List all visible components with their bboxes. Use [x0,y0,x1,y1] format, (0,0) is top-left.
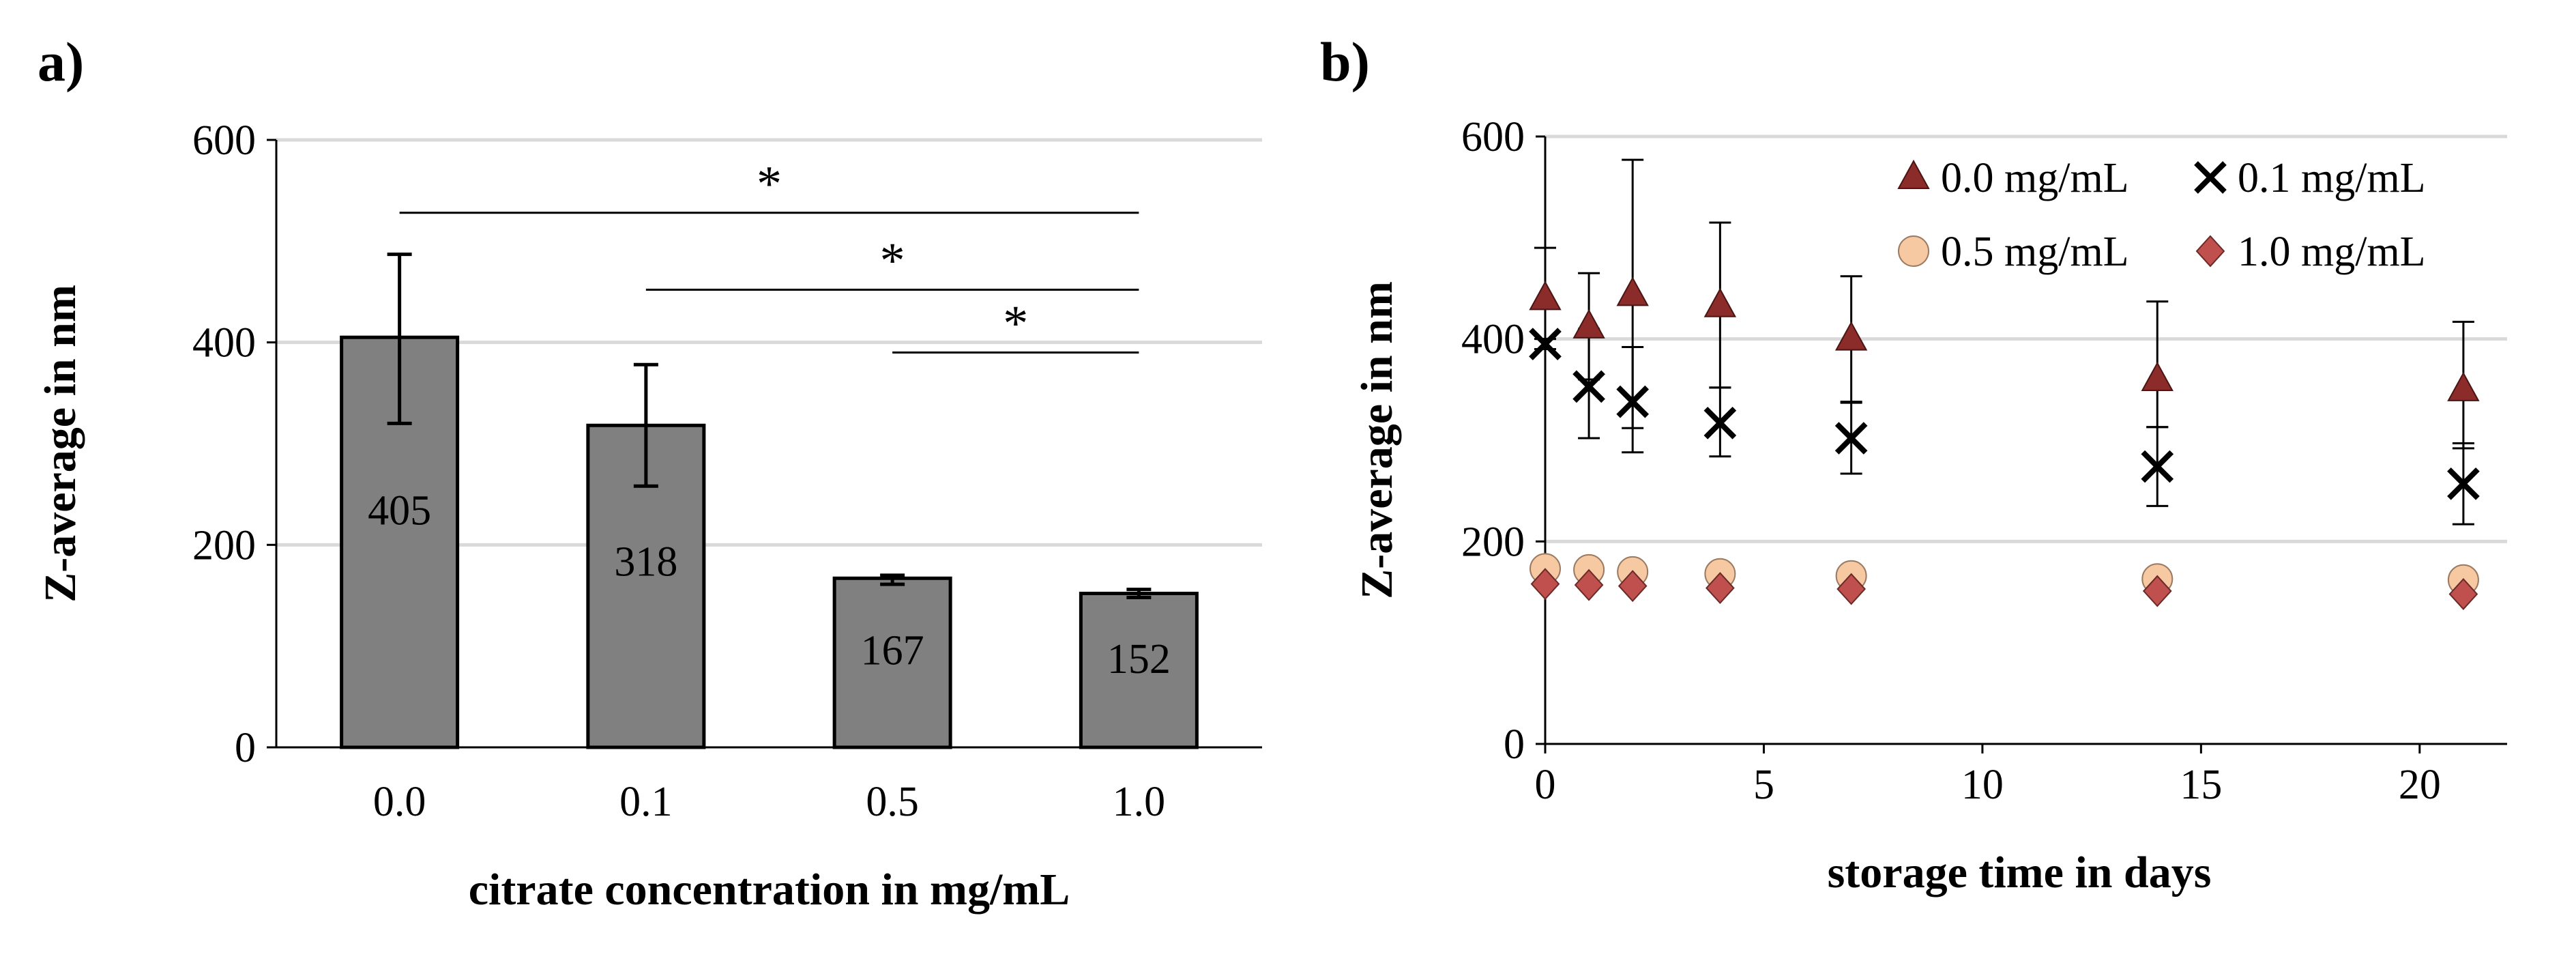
x-axis-title: citrate concentration in mg/mL [469,865,1070,915]
bar-value-label: 318 [614,538,677,585]
y-tick-label: 0 [1504,721,1525,768]
legend-label: 0.5 mg/mL [1941,229,2129,275]
y-tick-label: 600 [192,117,256,164]
y-tick-label: 0 [235,725,256,771]
bar-chart-panel: 0 200 400 600 405 0.0 318 0.1 167 0.5 152 1.0 * * * cit… [35,117,1262,915]
legend-marker-x [2194,161,2227,194]
x-tick-label: 0.5 [866,779,919,825]
data-point-diamond [1618,570,1648,603]
data-point-diamond [1574,569,1604,601]
data-point-x [1572,370,1605,403]
y-tick-label: 200 [192,522,256,569]
data-point-x [1616,385,1650,418]
x-tick-label: 0.0 [373,779,426,825]
legend-marker-diamond [2195,235,2225,268]
y-tick-label: 400 [192,320,256,366]
y-axis-title: Z-average in nm [1352,281,1402,599]
bar-value-label: 167 [861,627,924,674]
data-point-diamond [1706,572,1735,605]
data-point-diamond [2142,575,2172,607]
data-point-triangle [1529,281,1562,311]
legend-label: 0.1 mg/mL [2238,155,2426,201]
x-tick-label: 10 [1961,762,2004,808]
x-tick-label: 0 [1535,762,1556,808]
panel-b-label: b) [1320,31,1370,93]
bar-value-label: 405 [368,488,431,534]
y-tick-label: 200 [1461,519,1525,565]
y-tick-label: 400 [1461,317,1525,363]
y-axis-title: Z-average in nm [35,285,85,603]
significance-star: * [880,233,905,289]
x-tick-label: 0.1 [619,779,673,825]
x-tick-label: 20 [2399,762,2441,808]
data-point-x [2447,467,2480,500]
legend-marker-triangle [1897,159,1930,189]
bar-value-label: 152 [1107,636,1171,682]
y-tick-label: 600 [1461,114,1525,160]
data-point-triangle [1572,308,1605,339]
legend-label: 1.0 mg/mL [2238,229,2426,275]
data-point-triangle [2447,371,2480,401]
legend-label: 0.0 mg/mL [1941,155,2129,201]
x-tick-label: 15 [2180,762,2222,808]
data-point-diamond [2448,577,2478,610]
bar [832,576,952,749]
x-tick-label: 1.0 [1113,779,1166,825]
data-point-x [1529,328,1562,360]
x-axis-title: storage time in days [1828,848,2212,897]
significance-star: * [1003,296,1028,352]
data-point-triangle [2141,361,2174,391]
data-point-diamond [1530,568,1560,601]
x-tick-label: 5 [1753,762,1774,808]
data-point-x [1834,422,1868,455]
data-point-diamond [1836,573,1866,605]
scatter-chart-panel: 0 200 400 600 0 5 10 15 20 0.0 mg/mL 0.1 mg/mL 0.5 … [1352,114,2507,897]
data-point-x [1703,406,1737,440]
data-point-triangle [1703,287,1737,317]
panel-a-label: a) [38,31,84,93]
data-point-triangle [1616,276,1649,306]
significance-star: * [757,156,782,212]
data-point-triangle [1834,321,1868,351]
data-point-x [2141,450,2174,483]
legend-marker-circle [1898,235,1929,267]
